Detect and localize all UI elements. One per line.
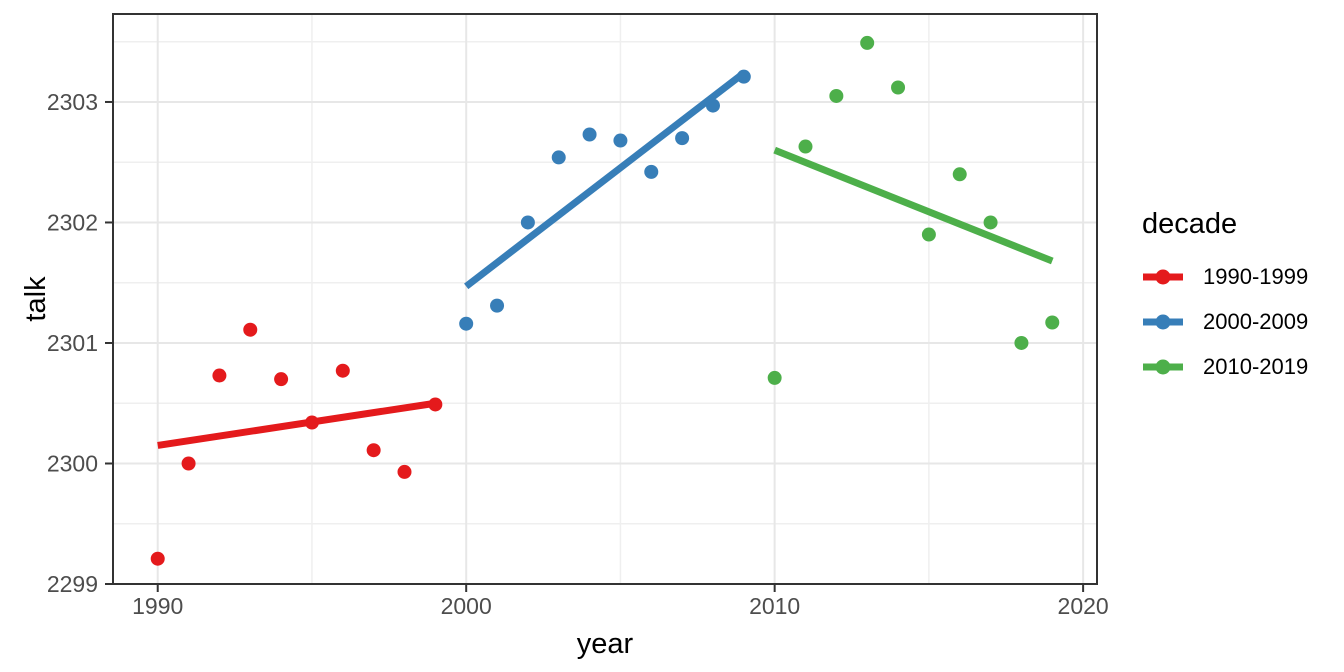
y-tick-label: 2299 [47,571,98,597]
y-tick-label: 2302 [47,209,98,235]
x-tick-label: 1990 [132,593,183,619]
data-point [459,316,474,331]
y-axis-title: talk [20,276,52,322]
legend: decade 1990-1999 2000-2009 [1140,208,1308,389]
data-point [551,150,566,165]
y-tick-label: 2301 [47,330,98,356]
data-point [798,139,813,154]
data-point [675,131,690,146]
trend-lines-layer [157,70,1054,449]
data-point [243,322,258,337]
legend-key-line-dot-icon [1143,314,1183,329]
y-tick-label: 2303 [47,89,98,115]
data-point [366,443,381,458]
legend-item-1990-1999: 1990-1999 [1140,254,1308,299]
x-tick-label: 2000 [441,593,492,619]
legend-item-2000-2009: 2000-2009 [1140,299,1308,344]
legend-items: 1990-1999 2000-2009 2010-2019 [1140,254,1308,389]
data-point [952,167,967,182]
data-point [829,88,844,103]
x-axis-title: year [577,628,634,660]
data-point [983,215,998,230]
x-tick-label: 2020 [1058,593,1109,619]
panel-border [112,13,1098,585]
data-point [860,35,875,50]
data-point [921,227,936,242]
data-point [582,127,597,142]
data-point [1014,335,1029,350]
legend-title: decade [1142,208,1238,240]
y-tick-label: 2300 [47,450,98,476]
data-point [490,298,505,313]
legend-label: 2010-2019 [1203,353,1309,379]
data-point [274,372,289,387]
legend-key-line-dot-icon [1143,359,1183,374]
legend-key-line-dot-icon [1143,269,1183,284]
data-point [644,164,659,179]
grid-minor-layer [113,14,1097,584]
trend-line [464,70,746,290]
data-point [767,370,782,385]
trend-line [157,399,436,449]
data-point [181,456,196,471]
data-point [150,551,165,566]
legend-label: 2000-2009 [1203,308,1309,334]
data-point [891,80,906,95]
data-point [397,464,412,479]
trend-line [773,146,1054,265]
panel-frame-layer [112,13,1098,585]
legend-item-2010-2019: 2010-2019 [1140,344,1308,389]
data-point [212,368,227,383]
grid-major-layer [113,14,1097,585]
points-layer [150,35,1060,566]
data-point [520,215,535,230]
data-point [613,133,628,148]
data-point [1045,315,1060,330]
axis-layer: 1990 2000 2010 2020 2299 2300 2301 2302 2303 [47,89,1109,619]
legend-label: 1990-1999 [1203,263,1309,289]
x-tick-label: 2010 [749,593,800,619]
data-point [335,363,350,378]
